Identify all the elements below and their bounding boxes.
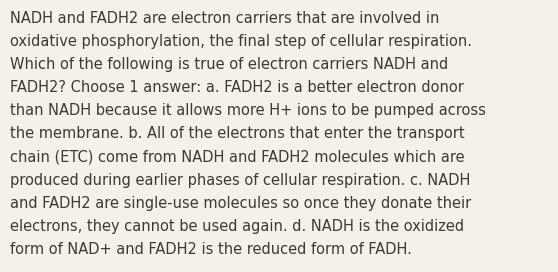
- Text: chain (ETC) come from NADH and FADH2 molecules which are: chain (ETC) come from NADH and FADH2 mol…: [10, 150, 465, 165]
- Text: the membrane. b. All of the electrons that enter the transport: the membrane. b. All of the electrons th…: [10, 126, 465, 141]
- Text: NADH and FADH2 are electron carriers that are involved in: NADH and FADH2 are electron carriers tha…: [10, 11, 439, 26]
- Text: form of NAD+ and FADH2 is the reduced form of FADH.: form of NAD+ and FADH2 is the reduced fo…: [10, 242, 412, 257]
- Text: oxidative phosphorylation, the final step of cellular respiration.: oxidative phosphorylation, the final ste…: [10, 34, 472, 49]
- Text: and FADH2 are single-use molecules so once they donate their: and FADH2 are single-use molecules so on…: [10, 196, 472, 211]
- Text: Which of the following is true of electron carriers NADH and: Which of the following is true of electr…: [10, 57, 448, 72]
- Text: FADH2? Choose 1 answer: a. FADH2 is a better electron donor: FADH2? Choose 1 answer: a. FADH2 is a be…: [10, 80, 464, 95]
- Text: electrons, they cannot be used again. d. NADH is the oxidized: electrons, they cannot be used again. d.…: [10, 219, 464, 234]
- Text: than NADH because it allows more H+ ions to be pumped across: than NADH because it allows more H+ ions…: [10, 103, 486, 118]
- Text: produced during earlier phases of cellular respiration. c. NADH: produced during earlier phases of cellul…: [10, 173, 470, 188]
